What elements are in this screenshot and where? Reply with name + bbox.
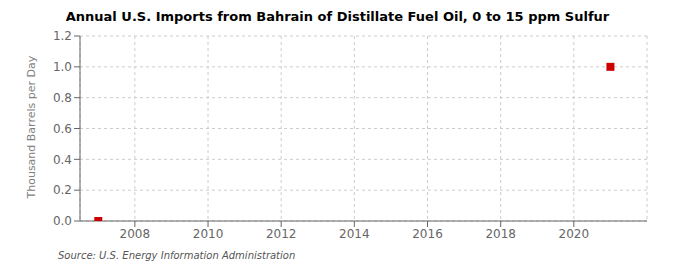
- svg-text:2016: 2016: [412, 227, 443, 241]
- html-text:Source: U.S. Energy Informatio: Source: U.S. Energy Information Administ…: [58, 250, 296, 261]
- svg-text:0.0: 0.0: [53, 214, 72, 228]
- svg-text:1.2: 1.2: [53, 29, 72, 43]
- html-text:Annual U.S. Imports from Bahra: Annual U.S. Imports from Bahrain of Dist…: [65, 9, 610, 24]
- svg-text:0.2: 0.2: [53, 183, 72, 197]
- svg-text:2018: 2018: [485, 227, 516, 241]
- svg-text:2008: 2008: [120, 227, 151, 241]
- svg-text:0.4: 0.4: [53, 153, 72, 167]
- svg-text:0.6: 0.6: [53, 122, 72, 136]
- svg-text:1.0: 1.0: [53, 60, 72, 74]
- svg-text:2020: 2020: [559, 227, 590, 241]
- svg-text:2010: 2010: [193, 227, 224, 241]
- svg-text:2012: 2012: [266, 227, 297, 241]
- svg-text:2014: 2014: [339, 227, 370, 241]
- svg-text:Thousand Barrels per Day: Thousand Barrels per Day: [25, 55, 38, 199]
- svg-text:0.8: 0.8: [53, 91, 72, 105]
